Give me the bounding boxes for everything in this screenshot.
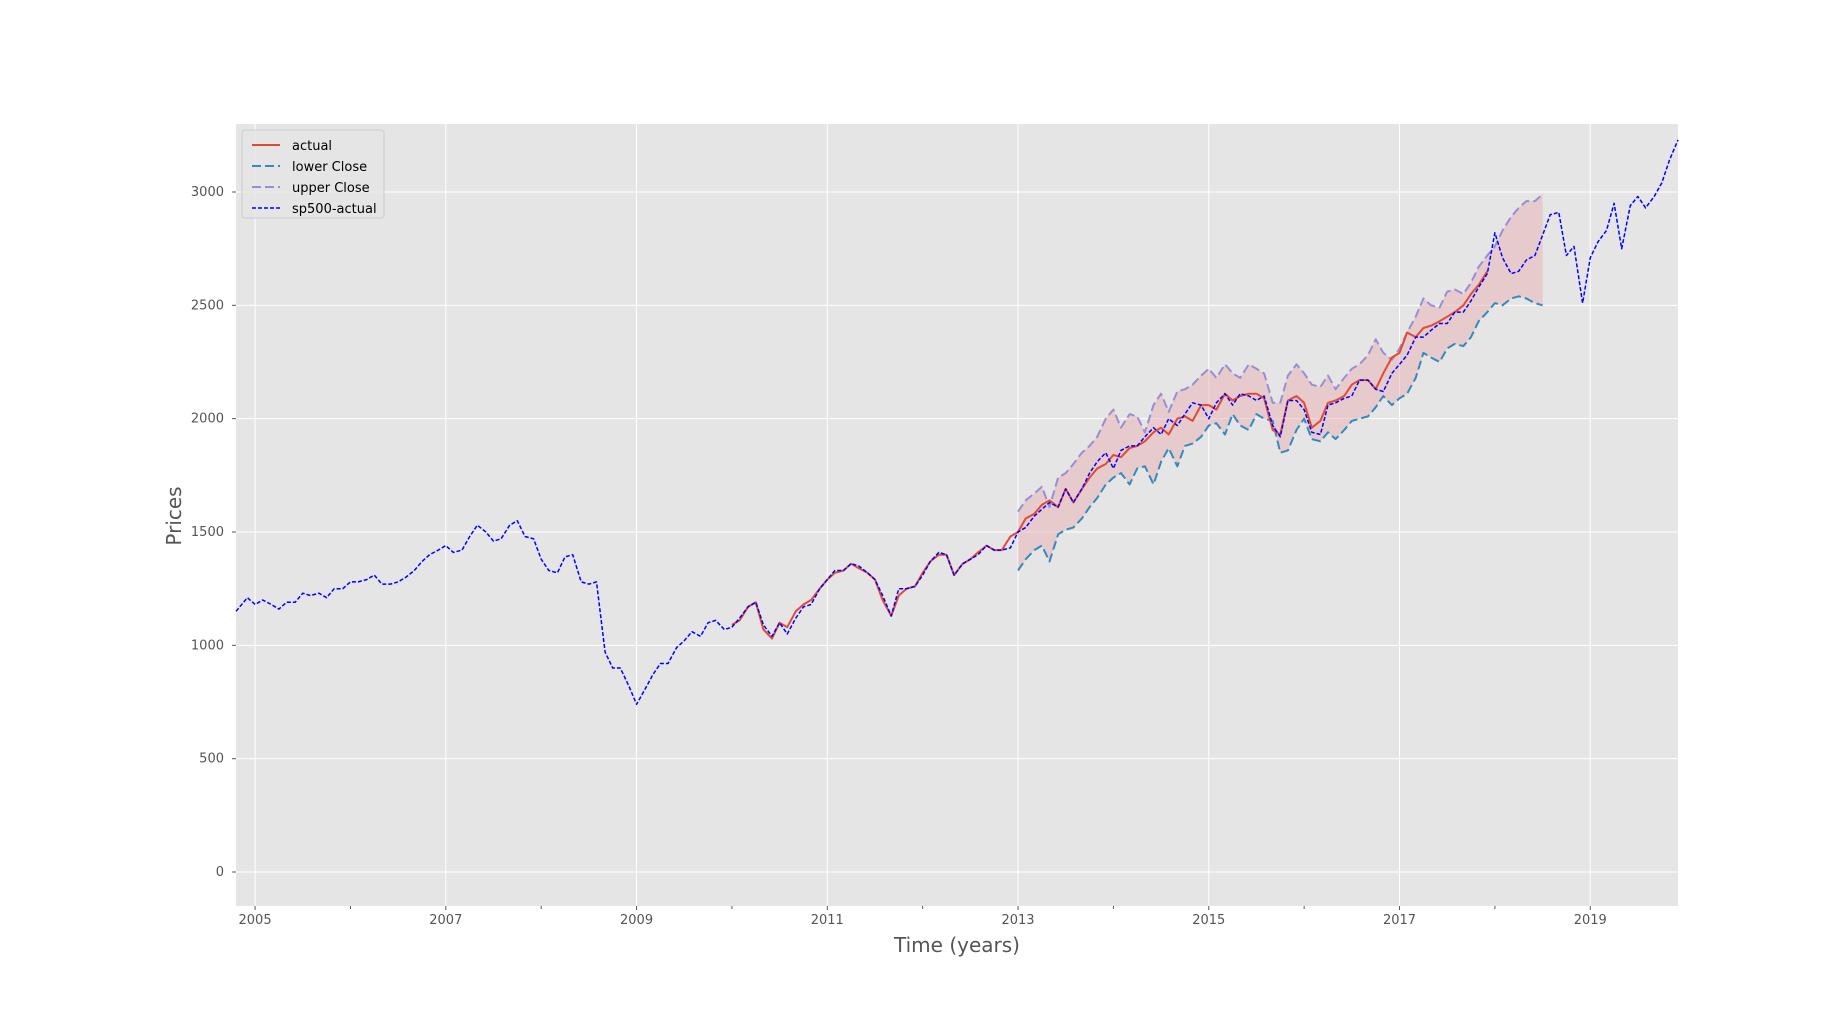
axis-ticks: 2005 2007 2009 2011 2013 2015 2017 2019 0 500 1000… [191, 185, 1607, 928]
y-tick-label-3000: 3000 [191, 185, 224, 200]
legend-label-lower-close: lower Close [292, 160, 367, 175]
y-tick-label-0: 0 [216, 865, 224, 880]
y-tick-label-2000: 2000 [191, 412, 224, 427]
y-tick-label-1500: 1500 [191, 525, 224, 540]
x-tick-label-2005: 2005 [239, 913, 272, 928]
x-tick-label-2019: 2019 [1574, 913, 1607, 928]
x-tick-label-2007: 2007 [429, 913, 462, 928]
legend: actual lower Close upper Close sp500-actual [241, 129, 385, 219]
x-tick-label-2011: 2011 [811, 913, 844, 928]
x-tick-label-2009: 2009 [620, 913, 653, 928]
x-tick-label-2013: 2013 [1001, 913, 1034, 928]
plot-background [236, 124, 1678, 906]
y-tick-label-500: 500 [199, 752, 224, 767]
legend-label-sp500-actual: sp500-actual [292, 202, 377, 217]
series-line-lower-close [1017, 295, 1543, 572]
x-tick-label-2017: 2017 [1383, 913, 1416, 928]
y-tick-label-2500: 2500 [191, 298, 224, 313]
legend-box [241, 129, 385, 219]
series-line-sp500-actual [235, 139, 1679, 706]
series-line-upper-close [1017, 193, 1544, 513]
x-tick-label-2015: 2015 [1192, 913, 1225, 928]
legend-label-upper-close: upper Close [292, 181, 370, 196]
grid [236, 124, 1678, 906]
legend-label-actual: actual [292, 139, 332, 154]
x-axis-title: Time (years) [893, 933, 1020, 957]
series-lines [235, 139, 1679, 706]
y-tick-label-1000: 1000 [191, 638, 224, 653]
y-axis-title: Prices [162, 486, 186, 545]
